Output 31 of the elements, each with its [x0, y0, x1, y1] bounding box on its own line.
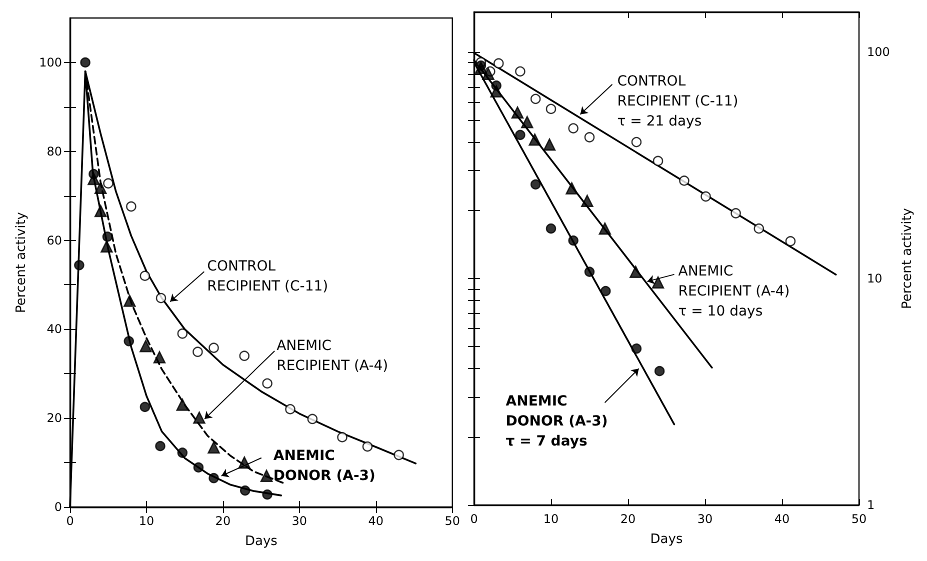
y-axis-title: Percent activity: [900, 208, 915, 309]
x-tick-label: 40: [368, 514, 384, 528]
x-tick-label: 50: [851, 512, 867, 526]
annotation: CONTROL RECIPIENT (C-11) τ = 21 days: [617, 73, 738, 130]
y-tick-label: 100: [39, 55, 62, 70]
x-tick-label: 30: [697, 512, 713, 526]
x-tick-label: 40: [774, 512, 790, 526]
annotation: ANEMIC RECIPIENT (A-4) τ = 10 days: [678, 263, 790, 320]
x-tick-label: 10: [543, 512, 559, 526]
y-tick-label: 10: [867, 271, 882, 286]
y-tick-label: 100: [867, 44, 890, 59]
annotation: CONTROL RECIPIENT (C-11): [207, 258, 328, 295]
y-axis-title: Percent activity: [14, 212, 30, 313]
x-tick-label: 50: [444, 514, 460, 528]
x-axis-title: Days: [244, 534, 278, 549]
y-tick-label: 60: [46, 233, 62, 248]
x-tick-label: 20: [215, 514, 231, 528]
x-tick-label: 20: [620, 512, 636, 526]
annotation: ANEMIC DONOR (A-3) τ = 7 days: [506, 394, 608, 450]
x-axis-title: Days: [650, 532, 683, 547]
x-tick-label: 0: [470, 512, 478, 526]
x-tick-label: 10: [138, 514, 154, 528]
y-tick-label: 80: [46, 144, 62, 158]
x-tick-label: 30: [292, 514, 308, 528]
y-tick-label: 0: [54, 500, 62, 514]
x-tick-label: 0: [66, 514, 74, 528]
y-tick-label: 1: [867, 498, 875, 512]
annotation: ANEMIC RECIPIENT (A-4): [276, 338, 388, 374]
y-tick-label: 20: [46, 411, 62, 426]
annotation: ANEMIC DONOR (A-3): [273, 448, 376, 484]
y-tick-label: 40: [46, 322, 62, 336]
